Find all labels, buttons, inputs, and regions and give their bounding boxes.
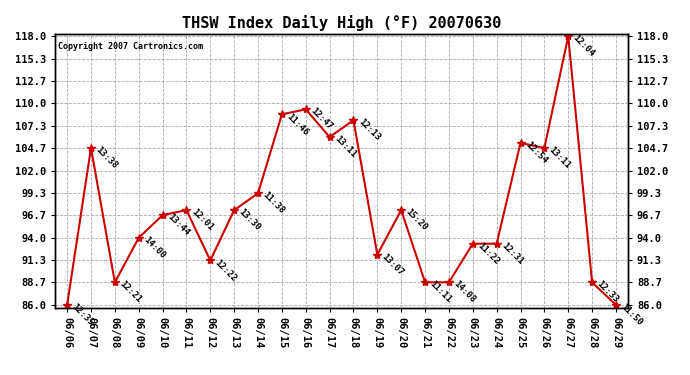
Text: 12:01: 12:01 — [189, 207, 215, 232]
Text: 13:30: 13:30 — [237, 207, 262, 232]
Text: Copyright 2007 Cartronics.com: Copyright 2007 Cartronics.com — [58, 42, 203, 51]
Text: 12:31: 12:31 — [500, 241, 525, 266]
Title: THSW Index Daily High (°F) 20070630: THSW Index Daily High (°F) 20070630 — [182, 15, 501, 31]
Text: 12:22: 12:22 — [213, 258, 239, 283]
Text: 11:46: 11:46 — [285, 112, 310, 137]
Text: 12:47: 12:47 — [308, 106, 334, 132]
Text: 12:21: 12:21 — [117, 279, 143, 305]
Text: 15:20: 15:20 — [404, 207, 429, 232]
Text: 13:11: 13:11 — [547, 145, 573, 171]
Text: 12:33: 12:33 — [595, 279, 620, 305]
Text: 14:08: 14:08 — [452, 279, 477, 305]
Text: 13:11: 13:11 — [333, 134, 357, 160]
Text: 13:07: 13:07 — [380, 252, 406, 277]
Text: 12:04: 12:04 — [571, 33, 596, 59]
Text: 13:44: 13:44 — [166, 212, 190, 238]
Text: 11:11: 11:11 — [428, 279, 453, 305]
Text: 11:38: 11:38 — [261, 190, 286, 216]
Text: 12:13: 12:13 — [356, 117, 382, 143]
Text: 11:22: 11:22 — [475, 241, 501, 266]
Text: 12:54: 12:54 — [523, 140, 549, 165]
Text: 13:38: 13:38 — [94, 145, 119, 171]
Text: 11:50: 11:50 — [619, 302, 644, 328]
Text: 12:35: 12:35 — [70, 302, 95, 328]
Text: 14:00: 14:00 — [141, 235, 167, 260]
